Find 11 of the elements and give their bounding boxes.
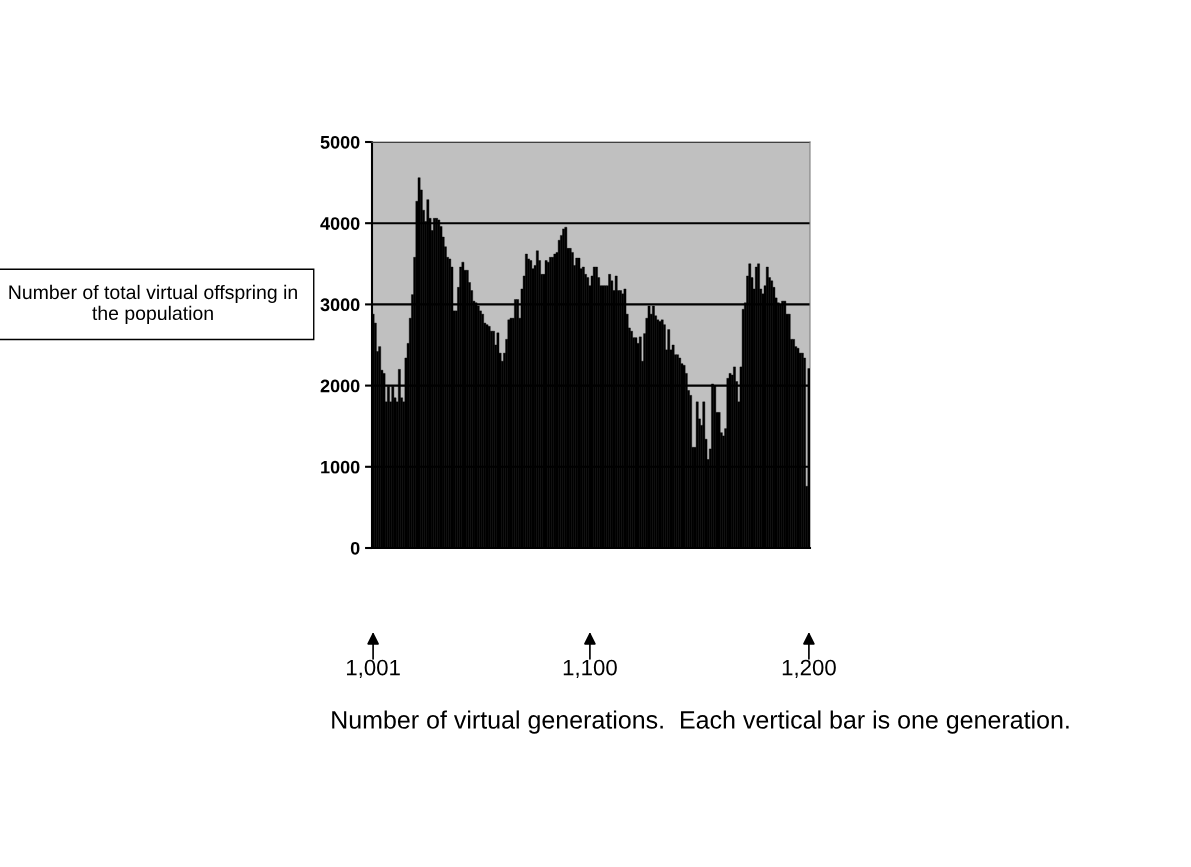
x-tick-label: 1,200	[782, 659, 836, 679]
y-axis-title: Number of total virtual offspring in the population	[9, 284, 297, 324]
y-tick-label: 3000	[320, 298, 360, 312]
x-tick-label: 1,100	[563, 659, 617, 679]
y-tick-label: 1000	[321, 460, 360, 474]
y-tick-label: 2000	[320, 379, 360, 393]
y-tick-label: 5000	[320, 135, 360, 149]
y-tick-label: 0	[350, 541, 360, 555]
x-tick-label: 1,001	[346, 659, 400, 679]
x-axis-title: Number of virtual generations. Each vertical bar is one generation.	[332, 710, 1069, 734]
y-tick-label: 4000	[320, 217, 360, 230]
